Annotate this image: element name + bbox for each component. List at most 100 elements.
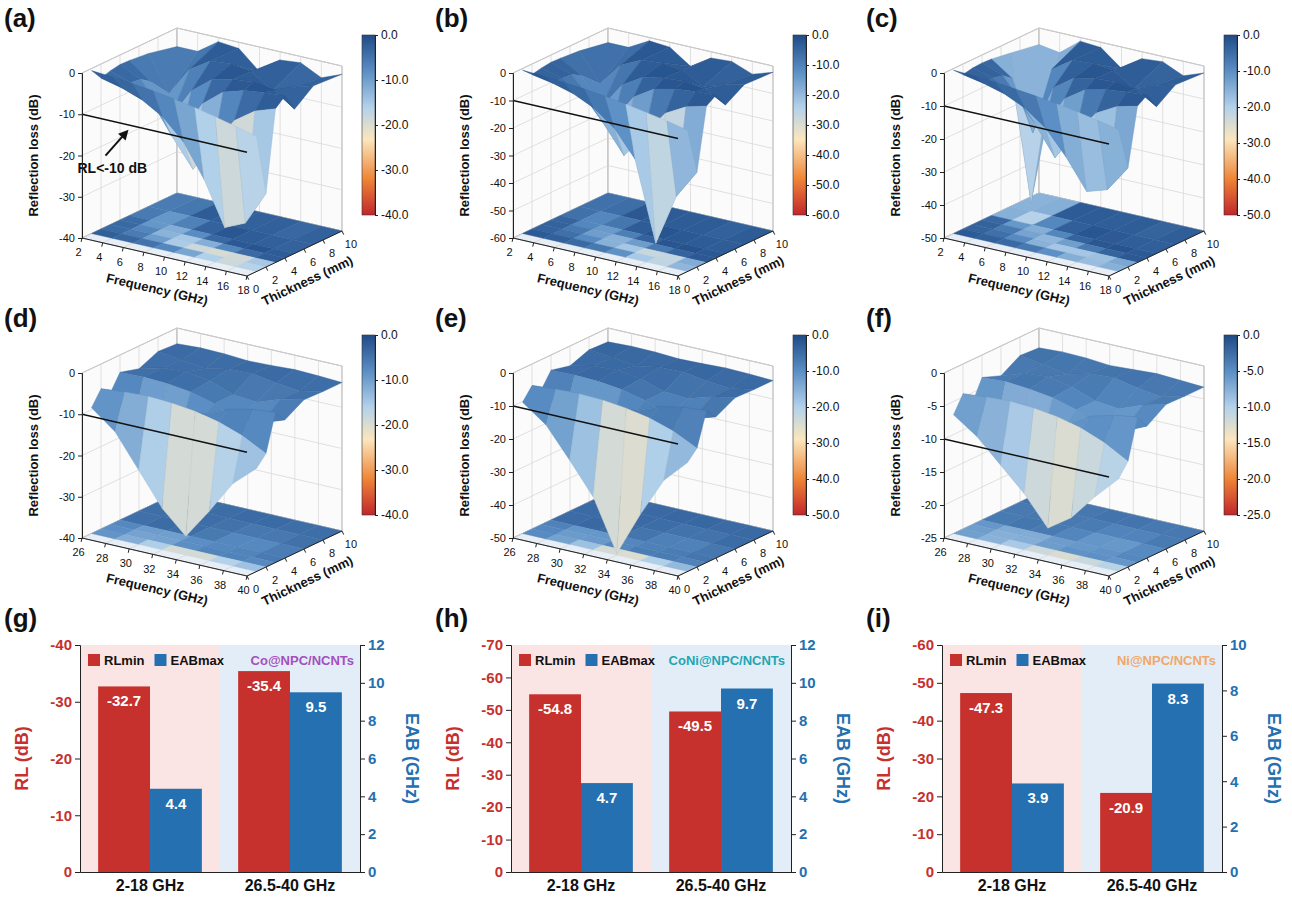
tick-mark	[735, 549, 737, 553]
tick-mark	[78, 538, 82, 539]
tick-mark	[937, 834, 942, 835]
tick-label: 8	[137, 261, 143, 273]
axis-line	[81, 872, 361, 873]
tick-label: 0	[253, 583, 259, 595]
tick-label: -30	[59, 191, 75, 203]
tick-mark	[940, 73, 944, 74]
tick-label: -50.0	[812, 178, 840, 192]
tick: -20.0	[375, 118, 409, 132]
panel: RL<-10 dB24681012141618Frequency (GHz)02…	[4, 3, 409, 309]
tick-mark	[375, 170, 378, 171]
tick-label: -50	[921, 232, 937, 244]
tick-label: -10	[59, 408, 75, 420]
tick: 2-18 GHz	[978, 872, 1046, 894]
tick-mark	[360, 721, 365, 722]
surface-cell	[724, 72, 773, 84]
tick-mark	[653, 571, 655, 575]
tick-label: -20	[490, 122, 506, 134]
panel: -47.3-20.93.98.30-10-20-30-40-50-6002468…	[866, 603, 1284, 894]
tick-mark	[1013, 554, 1015, 558]
tick-label: 8	[799, 712, 807, 729]
tick-label: -20.0	[812, 400, 840, 414]
tick-label: 8	[760, 247, 766, 259]
tick-mark	[940, 139, 944, 140]
data-label: 3.9	[1027, 789, 1048, 806]
axis-line	[943, 872, 1223, 873]
tick-label: 36	[190, 574, 202, 586]
legend: RLminEABmax	[519, 653, 656, 668]
colorbar	[1224, 35, 1237, 215]
tick: -40	[490, 499, 513, 511]
tick: -20.0	[1237, 100, 1271, 114]
tick-mark	[509, 211, 513, 212]
surface-cell	[523, 70, 553, 83]
axis-title: RL (dB)	[443, 726, 463, 791]
tick: -20	[59, 450, 82, 462]
tick-mark	[1237, 143, 1240, 144]
axis-title: Reflection loss (dB)	[888, 94, 903, 216]
floor-cell	[1095, 562, 1128, 572]
tick-label: 2	[507, 246, 513, 258]
tick: -50.0	[1237, 208, 1271, 222]
tick-mark	[78, 497, 82, 498]
tick-label: 32	[574, 563, 586, 575]
tick-mark	[375, 35, 378, 36]
tick-label: -10	[50, 807, 72, 824]
tick-label: -5	[927, 400, 937, 412]
tick-label: 34	[598, 568, 610, 580]
tick: 0	[360, 863, 376, 880]
tick-label: -20.0	[1243, 100, 1271, 114]
axis-title: Frequency (GHz)	[967, 270, 1072, 308]
tick-mark	[716, 258, 718, 262]
tick-label: -30	[912, 750, 934, 767]
tick-label: 2	[1230, 818, 1238, 835]
tick-label: -40.0	[1243, 172, 1271, 186]
tick-mark	[509, 472, 513, 473]
axis-title: Thickness (mm)	[690, 553, 786, 609]
tick-label: 32	[143, 563, 155, 575]
tick: -30	[481, 766, 511, 783]
axes-box	[82, 28, 342, 276]
axis-title: EAB (GHz)	[402, 713, 422, 804]
bar	[290, 692, 342, 872]
tick-label: -30.0	[812, 436, 840, 450]
tick: -25.0	[1237, 508, 1271, 522]
tick-label: 8	[760, 547, 766, 559]
tick-mark	[791, 645, 796, 646]
tick-mark	[940, 472, 944, 473]
tick: 0	[931, 367, 944, 379]
threshold-line	[82, 414, 247, 452]
tick-label: -30	[490, 466, 506, 478]
tick-mark	[806, 35, 809, 36]
tick-label: -30	[50, 693, 72, 710]
tick-label: -30	[921, 166, 937, 178]
tick-label: 40	[1100, 584, 1112, 596]
tick: -40	[921, 199, 944, 211]
axis-title: Frequency (GHz)	[536, 270, 641, 308]
tick-label: 36	[1052, 574, 1064, 586]
tick-mark	[360, 759, 365, 760]
floor-cell	[1098, 262, 1128, 271]
tick: 0.0	[375, 328, 398, 342]
tick-label: 8	[1191, 547, 1197, 559]
tick: -30	[921, 166, 944, 178]
tick: 0	[69, 67, 82, 79]
tick: -30.0	[1237, 136, 1271, 150]
tick-label: 2	[703, 574, 709, 586]
tick: -30	[59, 191, 82, 203]
tick-mark	[754, 540, 756, 544]
tick-mark	[266, 267, 268, 271]
axis-title: EAB (GHz)	[833, 713, 853, 804]
tick-mark	[594, 257, 596, 261]
tick-label: 10	[345, 538, 357, 550]
grid-line	[82, 328, 342, 373]
tick: -20.0	[375, 418, 409, 432]
tick: -10.0	[1237, 400, 1271, 414]
panel: 2628303234363840Frequency (GHz)0246810Th…	[435, 303, 840, 609]
axis-title: Reflection loss (dB)	[457, 394, 472, 516]
tick-mark	[678, 576, 680, 580]
tick-label: -20	[50, 750, 72, 767]
tick-label: 2	[938, 246, 944, 258]
plot-area	[960, 684, 1204, 872]
tick-label: -10	[490, 95, 506, 107]
